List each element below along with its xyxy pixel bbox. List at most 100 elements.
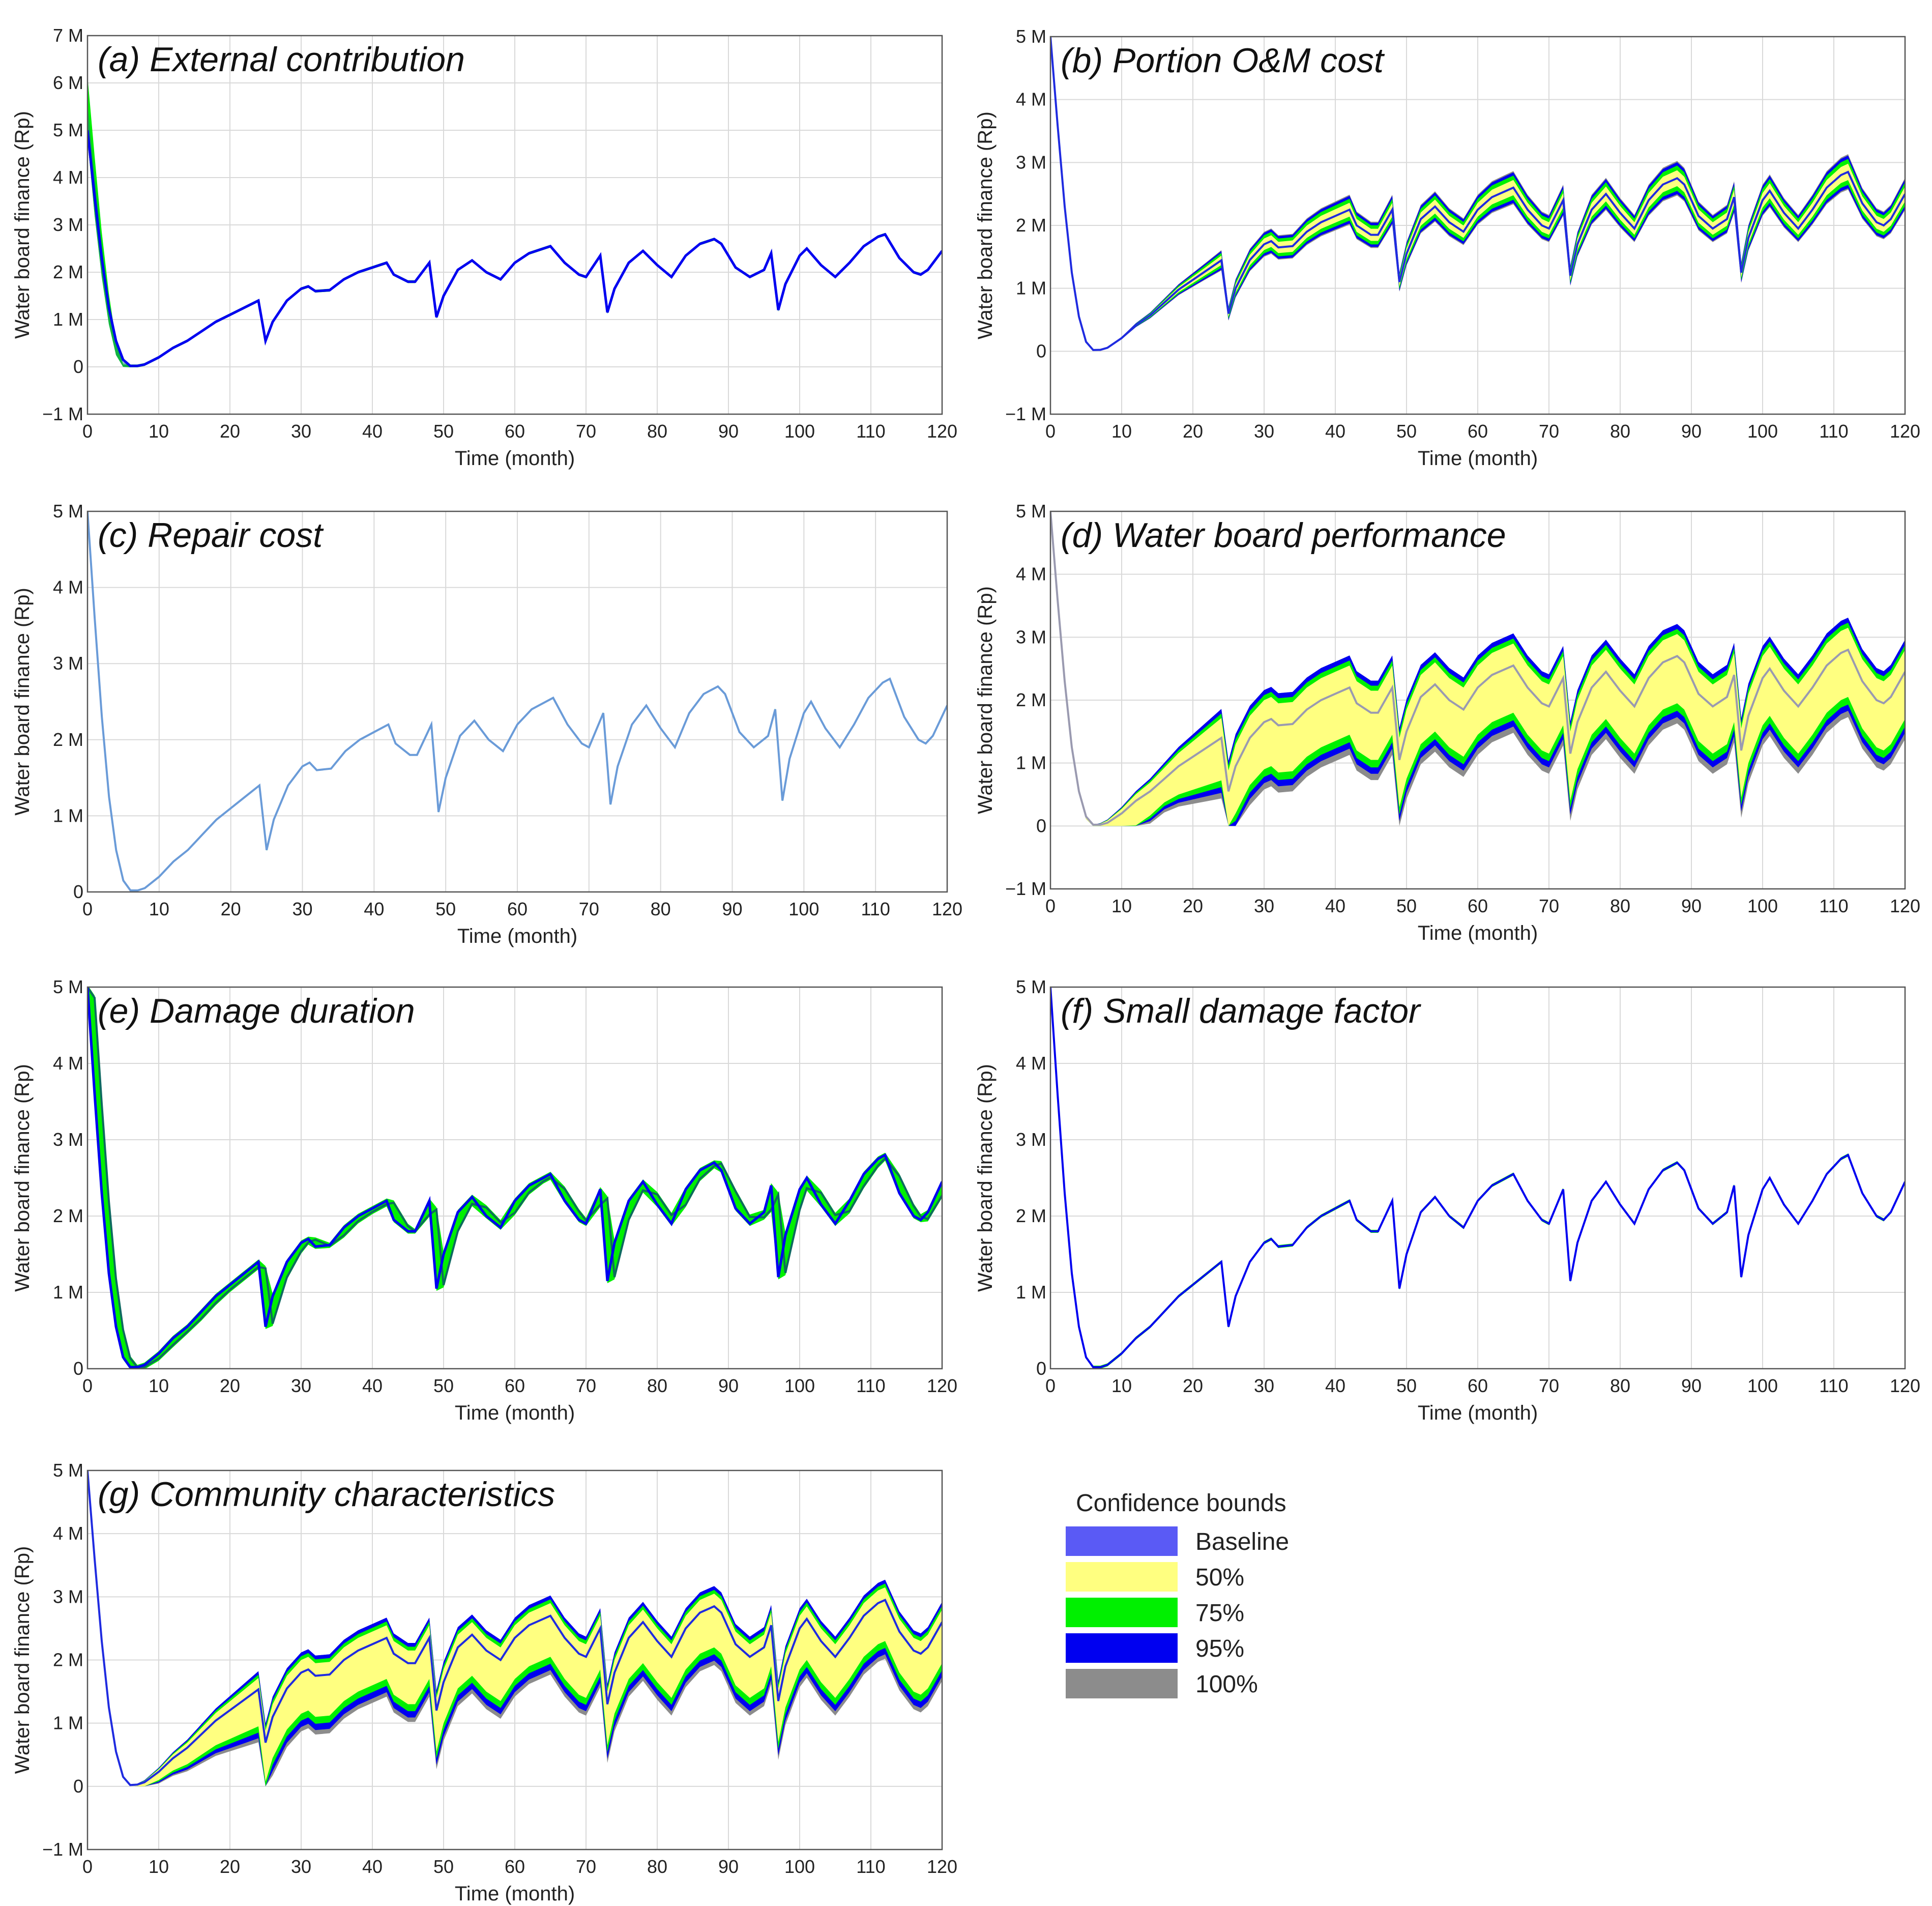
- y-axis-label: Water board finance (Rp): [11, 1546, 34, 1774]
- x-tick-label: 40: [362, 1375, 383, 1396]
- y-tick-label: 5 M: [53, 1460, 83, 1481]
- x-tick-label: 80: [1610, 1375, 1630, 1396]
- x-tick-label: 90: [718, 1375, 739, 1396]
- x-tick-label: 60: [1468, 1375, 1488, 1396]
- band-50: [87, 1470, 942, 1786]
- x-tick-label: 70: [579, 899, 599, 919]
- x-tick-label: 110: [1819, 1375, 1848, 1396]
- y-tick-label: 3 M: [1016, 1129, 1046, 1150]
- y-tick-label: −1 M: [1005, 878, 1046, 899]
- x-tick-label: 60: [505, 1856, 525, 1877]
- chart-panel-d: 0 10 20 30 40 50 60 70 80 90 100 110 120−1 M01 M2 M3…: [974, 501, 1920, 944]
- axes-frame-e: [86, 986, 943, 1370]
- baseline-line: [87, 130, 942, 367]
- x-tick-label: 10: [149, 1375, 169, 1396]
- x-tick-label: 70: [576, 421, 596, 442]
- x-tick-label: 50: [1396, 896, 1417, 916]
- y-tick-label: 3 M: [53, 653, 83, 674]
- x-tick-label: 60: [507, 899, 528, 919]
- x-tick-label: 0: [82, 421, 93, 442]
- baseline-line: [1050, 987, 1905, 1368]
- mean-line: [1050, 511, 1905, 826]
- y-axis-label: Water board finance (Rp): [974, 111, 997, 339]
- x-tick-label: 40: [1325, 1375, 1345, 1396]
- x-tick-label: 90: [722, 899, 742, 919]
- x-tick-label: 120: [1890, 421, 1920, 442]
- x-tick-label: 120: [927, 421, 957, 442]
- y-tick-label: 4 M: [1016, 89, 1046, 110]
- axes-frame-b: [1049, 36, 1906, 415]
- x-axis-label: Time (month): [455, 447, 575, 470]
- x-tick-label: 20: [221, 899, 241, 919]
- panel-title-b: (b) Portion O&M cost: [1061, 41, 1385, 80]
- y-tick-label: 1 M: [1016, 1282, 1046, 1303]
- chart-panel-g: 0 10 20 30 40 50 60 70 80 90 100 110 120−1 M01 M2 M3…: [11, 1460, 957, 1905]
- series-b: [1050, 37, 1905, 351]
- x-tick-label: 0: [82, 1375, 93, 1396]
- legend-label-75: 75%: [1195, 1600, 1244, 1627]
- y-tick-label: 3 M: [53, 1129, 83, 1150]
- y-tick-label: 2 M: [1016, 689, 1046, 710]
- x-axis-label: Time (month): [457, 925, 577, 947]
- x-tick-label: 110: [856, 1375, 885, 1396]
- x-tick-label: 30: [1254, 421, 1274, 442]
- x-tick-label: 30: [291, 421, 311, 442]
- band-50: [1050, 511, 1905, 826]
- x-tick-label: 20: [1183, 421, 1203, 442]
- y-tick-label: 5 M: [1016, 501, 1046, 522]
- y-tick-label: 2 M: [53, 1650, 83, 1670]
- x-tick-label: 50: [435, 899, 456, 919]
- x-tick-label: 60: [1468, 896, 1488, 916]
- x-tick-label: 80: [647, 1856, 667, 1877]
- y-tick-label: 1 M: [53, 1282, 83, 1303]
- baseline-line: [87, 511, 947, 891]
- x-tick-label: 20: [220, 1856, 240, 1877]
- x-tick-label: 20: [1183, 1375, 1203, 1396]
- panels: 0 10 20 30 40 50 60 70 80 90 100 110 120−1 M01 M2 M3…: [11, 25, 1920, 1905]
- x-tick-label: 100: [1747, 1375, 1778, 1396]
- y-tick-label: 3 M: [53, 214, 83, 235]
- band-95-line: [87, 987, 942, 1369]
- x-tick-label: 10: [149, 899, 169, 919]
- x-tick-label: 30: [1254, 896, 1274, 916]
- legend-swatch-100: [1066, 1669, 1178, 1698]
- x-tick-label: 10: [1111, 421, 1132, 442]
- x-tick-label: 120: [1890, 896, 1920, 916]
- x-tick-label: 40: [362, 421, 383, 442]
- panel-title-f: (f) Small damage factor: [1061, 992, 1421, 1030]
- y-tick-label: −1 M: [1005, 403, 1046, 424]
- x-tick-label: 0: [82, 1856, 93, 1877]
- legend-label-50: 50%: [1195, 1564, 1244, 1591]
- x-tick-label: 80: [647, 1375, 667, 1396]
- chart-panel-e: 0 10 20 30 40 50 60 70 80 90 100 110 120 0 1 M 2 M 3 M 4 …: [11, 976, 957, 1424]
- x-tick-label: 50: [1396, 421, 1417, 442]
- y-tick-label: 5 M: [53, 976, 83, 997]
- x-tick-label: 90: [718, 421, 739, 442]
- y-tick-label: 0: [73, 881, 83, 902]
- x-tick-label: 40: [1325, 421, 1345, 442]
- x-tick-label: 110: [1819, 896, 1848, 916]
- panel-title-a: (a) External contribution: [98, 40, 465, 79]
- panel-title-e: (e) Damage duration: [98, 992, 415, 1030]
- y-tick-label: 0: [1036, 1358, 1046, 1379]
- x-tick-label: 0: [82, 899, 93, 919]
- x-tick-label: 20: [1183, 896, 1203, 916]
- y-tick-label: 1 M: [53, 805, 83, 826]
- y-tick-label: 4 M: [53, 167, 83, 188]
- x-tick-label: 90: [718, 1856, 739, 1877]
- series-g: [87, 1470, 942, 1786]
- x-tick-label: 100: [1747, 421, 1778, 442]
- y-tick-label: 4 M: [53, 577, 83, 598]
- y-tick-label: 4 M: [53, 1523, 83, 1544]
- x-tick-label: 0: [1045, 1375, 1056, 1396]
- x-tick-label: 10: [149, 1856, 169, 1877]
- y-tick-label: 0: [73, 356, 83, 377]
- x-tick-label: 80: [1610, 421, 1630, 442]
- x-tick-label: 100: [784, 421, 815, 442]
- x-tick-label: 70: [1539, 1375, 1559, 1396]
- legend-title: Confidence bounds: [1076, 1490, 1286, 1517]
- chart-panel-b: 0 10 20 30 40 50 60 70 80 90 100 110 120−1 M01 M2 M3…: [974, 26, 1920, 470]
- x-tick-label: 80: [1610, 896, 1630, 916]
- legend-label-95: 95%: [1195, 1635, 1244, 1662]
